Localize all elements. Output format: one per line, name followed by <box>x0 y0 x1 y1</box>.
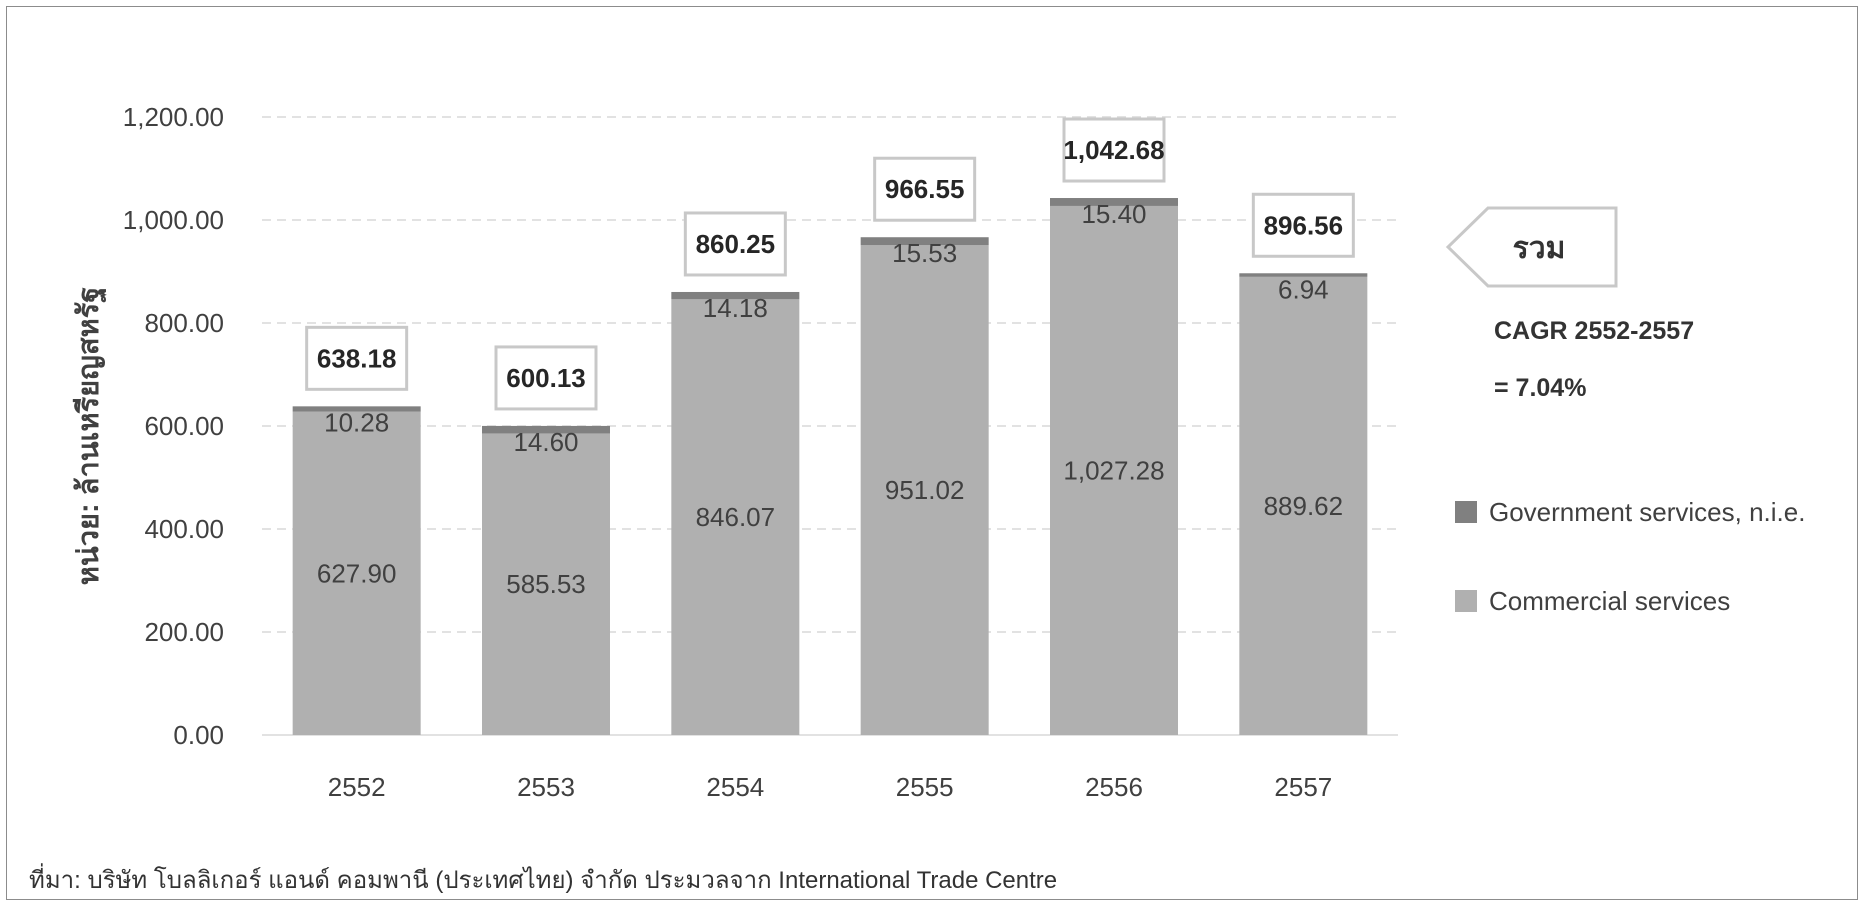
data-labels: 627.90 10.28 638.18 585.53 14.60 600.13 846.07… <box>305 117 1355 599</box>
total-label-box <box>494 345 598 411</box>
bars <box>292 198 1368 735</box>
total-label: 600.13 <box>506 363 586 393</box>
legend-label-government: Government services, n.i.e. <box>1489 497 1805 527</box>
y-tick-label: 600.00 <box>144 411 224 441</box>
data-label-commercial: 1,027.28 <box>1063 455 1164 485</box>
source-note: ที่มา: บริษัท โบลลิเกอร์ แอนด์ คอมพานี (… <box>29 863 1057 894</box>
total-label: 1,042.68 <box>1063 135 1164 165</box>
bar-government-2552 <box>292 406 421 412</box>
legend-swatch-commercial <box>1455 590 1477 612</box>
data-label-government: 15.40 <box>1081 199 1146 229</box>
x-tick-label: 2553 <box>517 772 575 802</box>
bar-commercial-2556 <box>1050 205 1178 735</box>
total-label: 860.25 <box>696 229 776 259</box>
legend: Government services, n.i.e. Commercial s… <box>1455 497 1805 616</box>
total-label-box <box>1062 117 1166 183</box>
y-tick-label: 800.00 <box>144 308 224 338</box>
bar-commercial-2554 <box>671 299 800 735</box>
y-tick-label: 400.00 <box>144 514 224 544</box>
x-tick-label: 2557 <box>1274 772 1332 802</box>
bar-commercial-2557 <box>1239 276 1368 735</box>
y-tick-label: 200.00 <box>144 617 224 647</box>
y-axis-ticks: 0.00 200.00 400.00 600.00 800.00 1,000.00 1,20… <box>123 102 224 750</box>
total-label: 896.56 <box>1264 210 1344 240</box>
x-tick-label: 2555 <box>896 772 954 802</box>
bar-commercial-2552 <box>292 411 421 735</box>
bar-government-2554 <box>671 291 800 300</box>
gridlines <box>262 116 1398 736</box>
legend-swatch-government <box>1455 501 1477 523</box>
bar-government-2557 <box>1239 273 1368 277</box>
bar-commercial-2555 <box>860 245 989 735</box>
data-label-government: 14.18 <box>703 293 768 323</box>
y-axis-label: หน่วย: ล้านเหรียญสหรัฐ <box>73 287 107 586</box>
data-label-commercial: 846.07 <box>696 502 776 532</box>
cagr-value: = 7.04% <box>1494 374 1586 402</box>
cagr-label: CAGR 2552-2557 <box>1494 317 1694 345</box>
bar-government-2553 <box>482 425 610 434</box>
x-tick-label: 2556 <box>1085 772 1143 802</box>
total-callout: รวม <box>1445 206 1618 288</box>
data-label-commercial: 889.62 <box>1264 491 1344 521</box>
total-label-box <box>305 325 409 391</box>
callout-arrow-shape <box>1445 206 1618 288</box>
x-axis-ticks: 2552 2553 2554 2555 2556 2557 <box>328 772 1333 802</box>
data-label-commercial: 585.53 <box>506 569 586 599</box>
bar-commercial-2553 <box>482 433 610 735</box>
data-label-commercial: 627.90 <box>317 558 397 588</box>
data-label-commercial: 951.02 <box>885 475 965 505</box>
data-label-government: 10.28 <box>324 407 389 437</box>
total-label: 638.18 <box>317 343 397 373</box>
y-tick-label: 1,200.00 <box>123 102 224 132</box>
y-tick-label: 0.00 <box>173 720 224 750</box>
total-label-box <box>683 211 787 277</box>
callout-label: รวม <box>1513 232 1566 265</box>
x-tick-label: 2552 <box>328 772 386 802</box>
data-label-government: 14.60 <box>513 427 578 457</box>
x-tick-label: 2554 <box>706 772 764 802</box>
total-label: 966.55 <box>885 174 965 204</box>
total-label-box <box>1251 192 1355 258</box>
data-label-government: 6.94 <box>1278 274 1329 304</box>
total-label-box <box>873 156 977 222</box>
bar-government-2555 <box>860 237 989 246</box>
y-tick-label: 1,000.00 <box>123 205 224 235</box>
data-label-government: 15.53 <box>892 238 957 268</box>
legend-label-commercial: Commercial services <box>1489 586 1730 616</box>
bar-government-2556 <box>1050 198 1178 206</box>
